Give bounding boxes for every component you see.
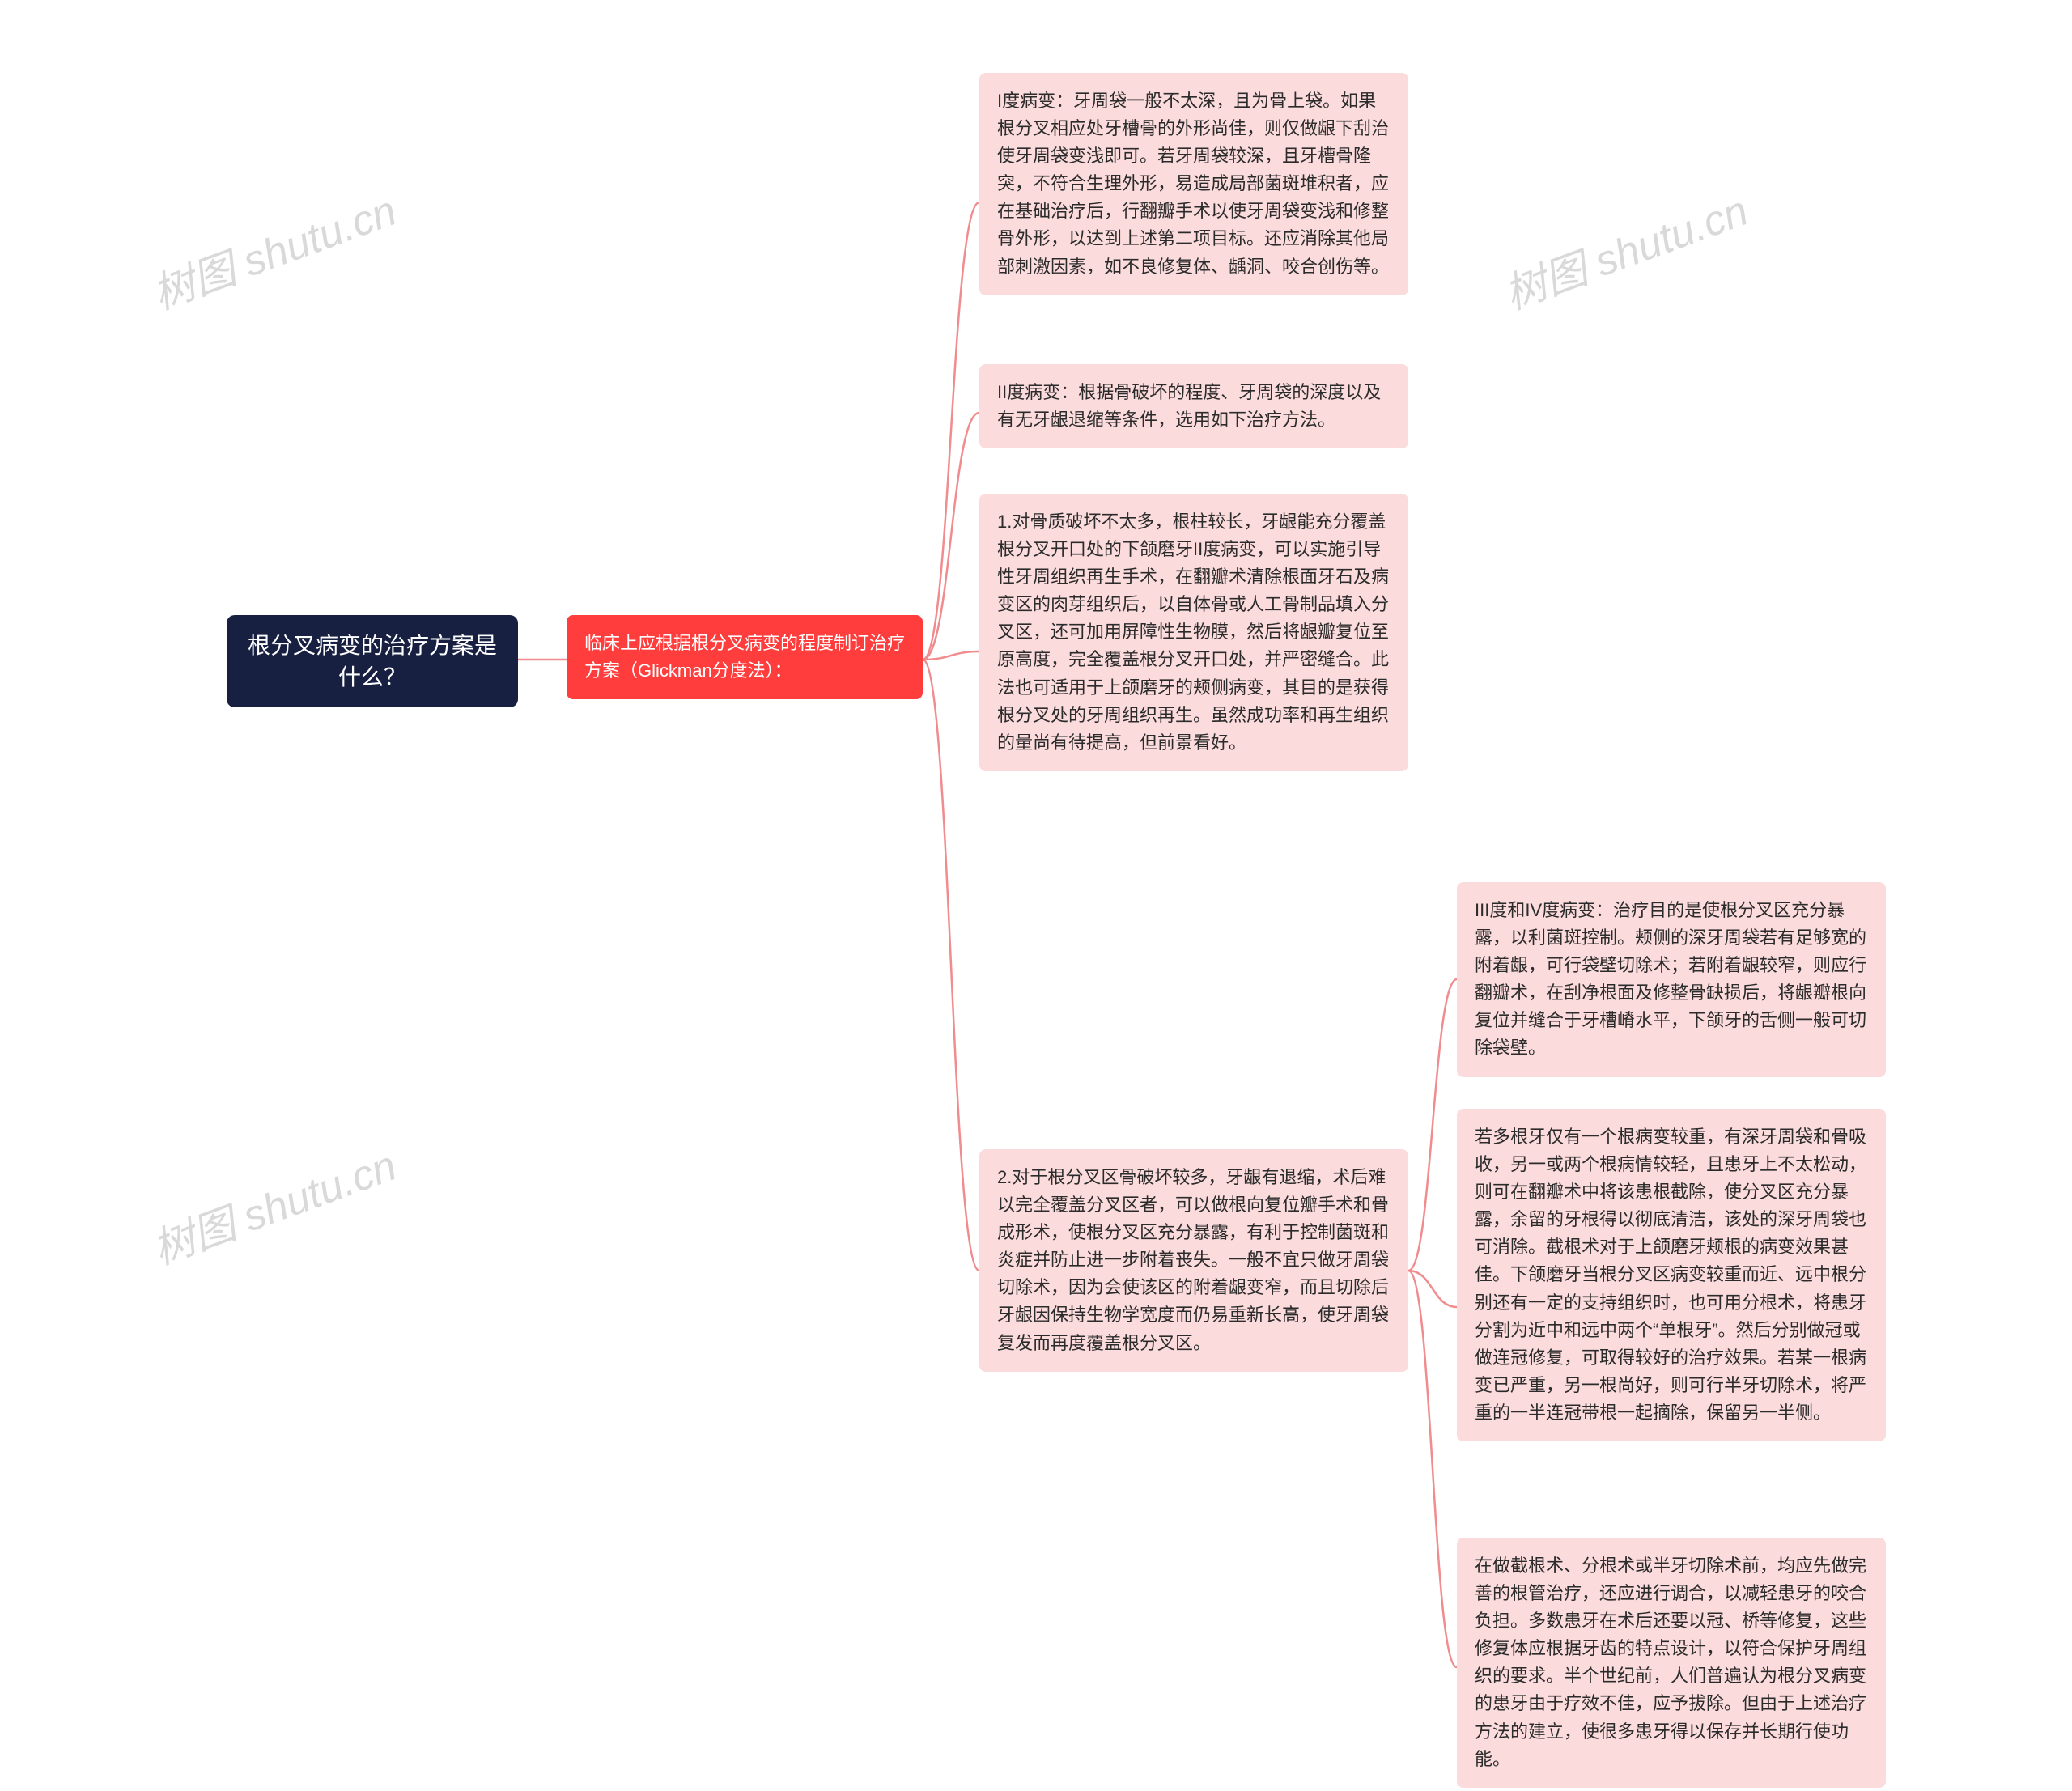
leaf-node-3[interactable]: 1.对骨质破坏不太多，根柱较长，牙龈能充分覆盖根分叉开口处的下颌磨牙II度病变，… [979,494,1408,771]
subleaf-node-3[interactable]: 在做截根术、分根术或半牙切除术前，均应先做完善的根管治疗，还应进行调合，以减轻患… [1457,1538,1886,1788]
root-node[interactable]: 根分叉病变的治疗方案是什么？ [227,615,518,707]
mindmap-canvas: 树图 shutu.cn 树图 shutu.cn 树图 shutu.cn 树图 s… [0,0,2072,1791]
watermark: 树图 shutu.cn [1495,176,1756,320]
subleaf-node-1[interactable]: III度和IV度病变：治疗目的是使根分叉区充分暴露，以利菌斑控制。颊侧的深牙周袋… [1457,882,1886,1077]
leaf-node-2[interactable]: II度病变：根据骨破坏的程度、牙周袋的深度以及有无牙龈退缩等条件，选用如下治疗方… [979,364,1408,448]
watermark: 树图 shutu.cn [143,1131,404,1275]
level1-node[interactable]: 临床上应根据根分叉病变的程度制订治疗方案（Glickman分度法）： [567,615,923,699]
leaf-node-1[interactable]: I度病变：牙周袋一般不太深，且为骨上袋。如果根分叉相应处牙槽骨的外形尚佳，则仅做… [979,73,1408,295]
leaf-node-4[interactable]: 2.对于根分叉区骨破坏较多，牙龈有退缩，术后难以完全覆盖分叉区者，可以做根向复位… [979,1149,1408,1372]
watermark: 树图 shutu.cn [143,176,404,320]
subleaf-node-2[interactable]: 若多根牙仅有一个根病变较重，有深牙周袋和骨吸收，另一或两个根病情较轻，且患牙上不… [1457,1109,1886,1441]
